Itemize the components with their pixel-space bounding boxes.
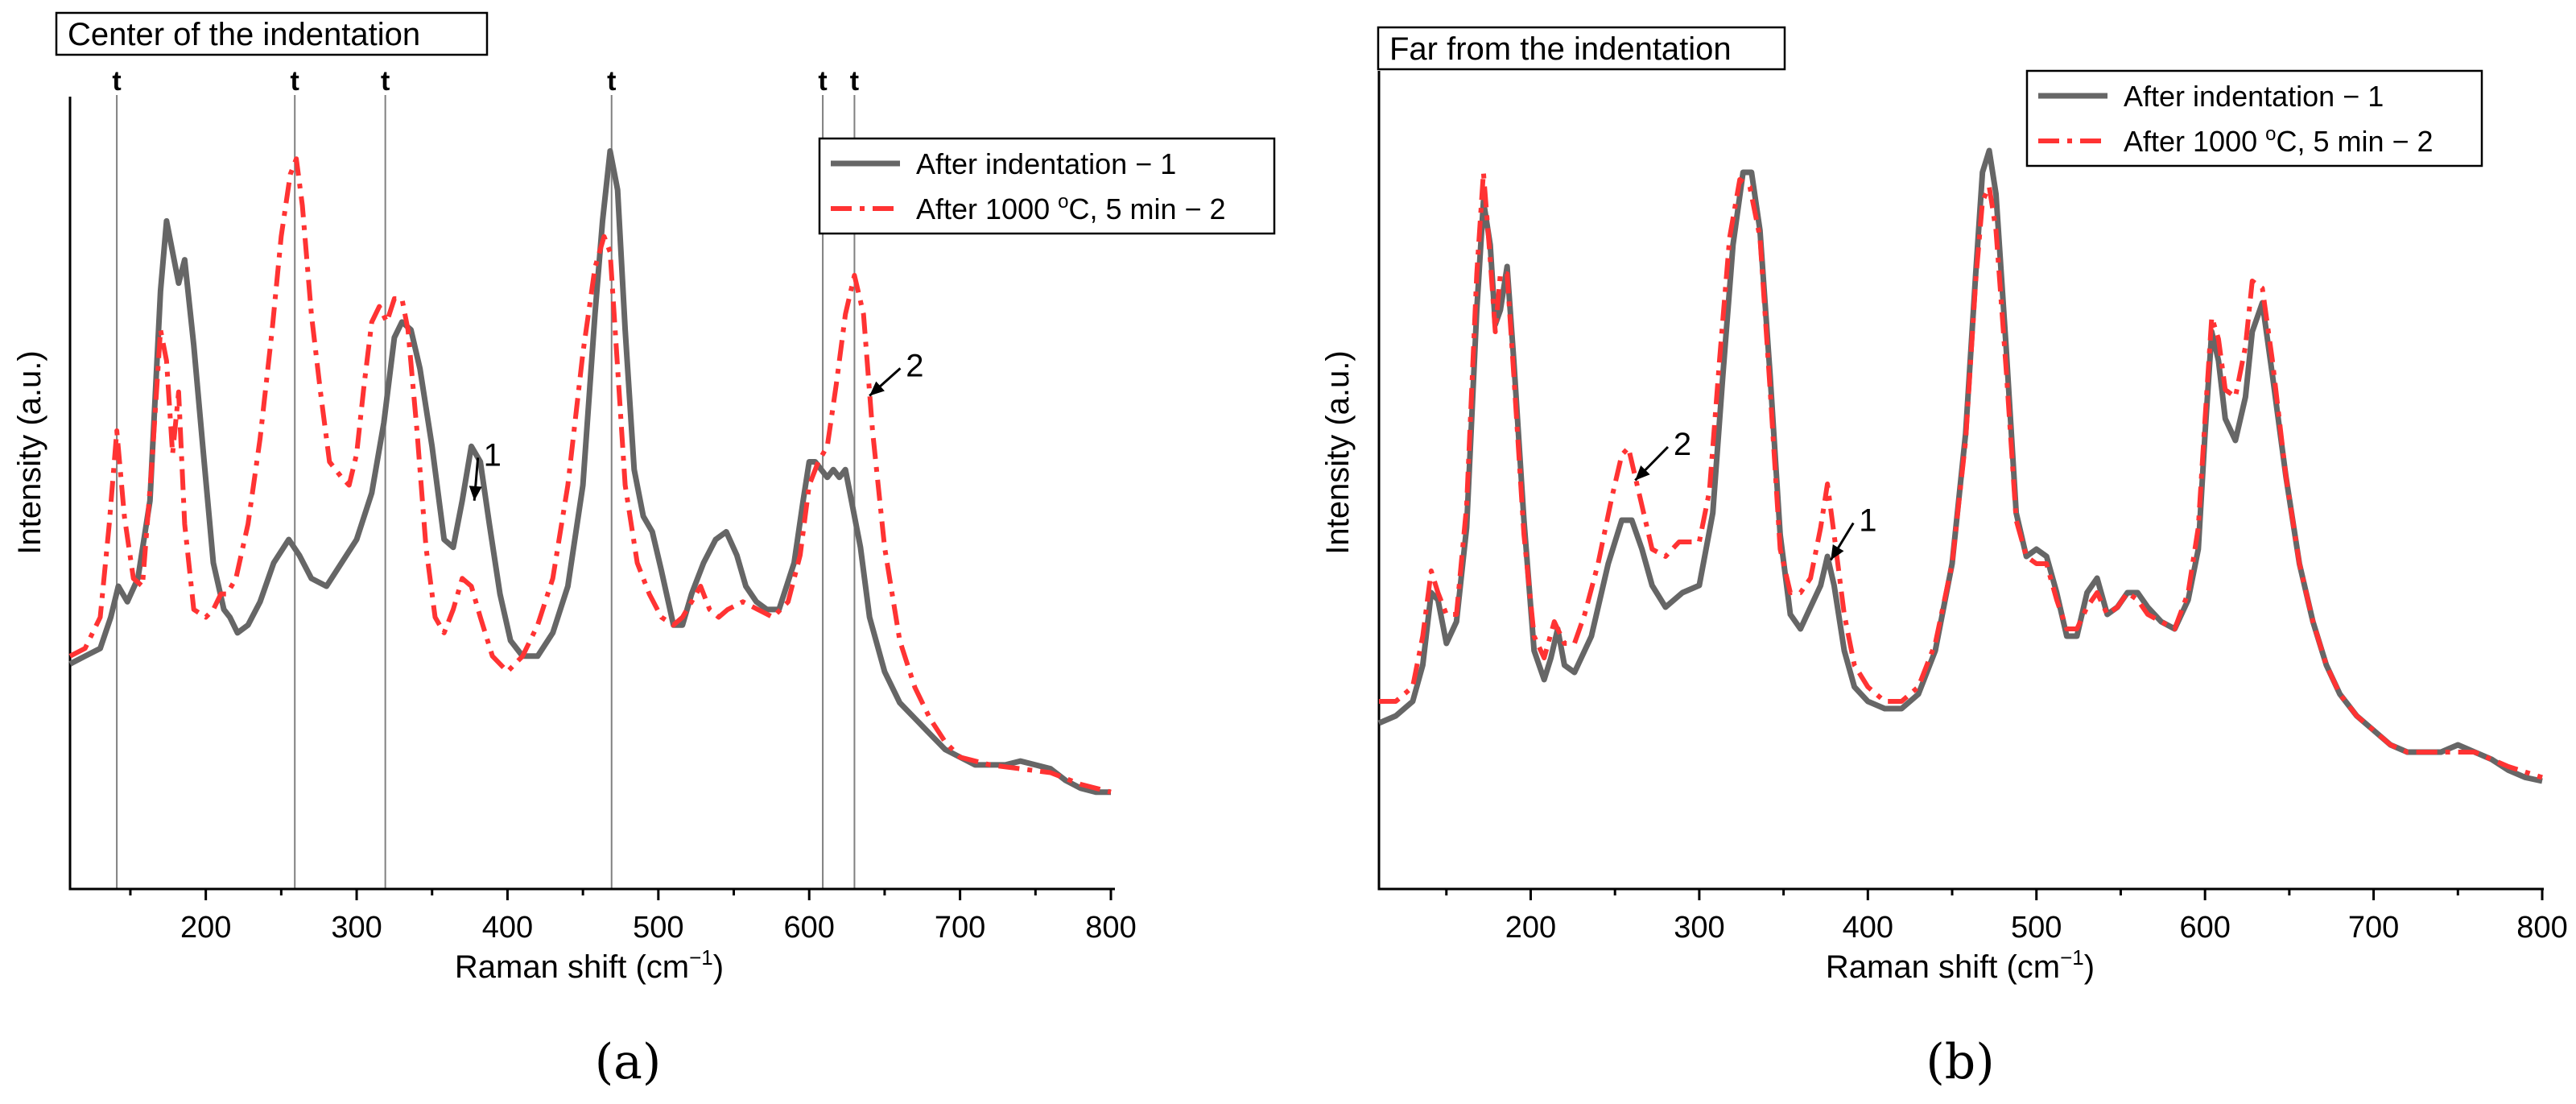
panel-b-legend-label-2-sup: o bbox=[2265, 123, 2276, 145]
panel-b-annotation-1: 1 bbox=[1859, 503, 1876, 539]
panel-b-title-frame bbox=[1377, 26, 1786, 71]
panel-b-y-title: Intensity (a.u.) bbox=[1320, 350, 1356, 554]
panel-b-x-title-main: Raman shift (cm bbox=[1826, 949, 2060, 985]
panel-a-x-title-sup: −1 bbox=[689, 945, 713, 970]
panel-a-legend-label-1: After indentation − 1 bbox=[916, 147, 1176, 180]
panel-a-ref-label-1: t bbox=[291, 66, 299, 97]
panel-a-ref-label-4: t bbox=[818, 66, 827, 97]
panel-a-x-tick-label-1: 300 bbox=[331, 911, 382, 945]
panel-a-annotation-1: 1 bbox=[484, 437, 502, 473]
panel-b: Far from the indentation 200 300 400 500 600… bbox=[1320, 26, 2568, 1090]
panel-a-legend-frame bbox=[818, 137, 1276, 235]
panel-a-annotation-arrowhead-1 bbox=[469, 486, 482, 501]
panel-a-x-title: Raman shift (cm−1) bbox=[455, 945, 724, 985]
panel-a-annotations: 12 bbox=[469, 348, 924, 501]
panel-b-x-tick-label-1: 300 bbox=[1674, 911, 1724, 945]
panel-a-ref-label-2: t bbox=[381, 66, 390, 97]
panel-a-legend-label-2-post: C, 5 min − 2 bbox=[1068, 192, 1225, 225]
panel-b-x-tick-label-5: 700 bbox=[2348, 911, 2399, 945]
panel-a-y-title: Intensity (a.u.) bbox=[12, 350, 47, 554]
panel-b-x-tick-label-3: 500 bbox=[2011, 911, 2062, 945]
panel-a-ref-label-3: t bbox=[607, 66, 616, 97]
panel-b-annotation-arrowhead-1 bbox=[1831, 544, 1844, 560]
panel-b-x-tick-label-0: 200 bbox=[1505, 911, 1556, 945]
panel-a-legend-label-2-pre: After 1000 bbox=[916, 192, 1058, 225]
panel-a-series-after-indentation bbox=[68, 148, 1111, 796]
panel-b-legend-label-2: After 1000 oC, 5 min − 2 bbox=[2124, 123, 2434, 158]
panel-a-title: Center of the indentation bbox=[68, 17, 420, 52]
panel-b-x-tick-label-2: 400 bbox=[1843, 911, 1893, 945]
panel-b-x-tick-label-4: 600 bbox=[2179, 911, 2230, 945]
panel-b-annotation-arrowhead-2 bbox=[1635, 465, 1650, 481]
panel-b-x-tick-label-6: 800 bbox=[2516, 911, 2567, 945]
panel-a-x-tick-label-5: 700 bbox=[935, 911, 985, 945]
panel-b-x-title: Raman shift (cm−1) bbox=[1826, 945, 2095, 985]
panel-b-x-ticks: 200 300 400 500 600 700 800 bbox=[1445, 889, 2568, 945]
panel-a-x-ticks: 200 300 400 500 600 700 800 bbox=[129, 889, 1137, 945]
panel-a-label: (a) bbox=[595, 1034, 662, 1090]
panel-b-annotations: 21 bbox=[1634, 427, 1876, 561]
panel-b-label: (b) bbox=[1926, 1034, 1994, 1090]
panel-a-annotation-arrowhead-2 bbox=[869, 381, 885, 396]
panel-a-ref-label-0: t bbox=[112, 66, 121, 97]
panel-a-x-tick-label-4: 600 bbox=[784, 911, 835, 945]
panel-b-legend-label-2-pre: After 1000 bbox=[2124, 125, 2265, 158]
panel-a-legend-label-2: After 1000 oC, 5 min − 2 bbox=[916, 191, 1226, 225]
panel-a-series-after-1000c bbox=[68, 156, 1112, 795]
panel-a-legend: After indentation − 1 After 1000 oC, 5 m… bbox=[818, 137, 1276, 235]
panel-a-ref-label-5: t bbox=[850, 66, 859, 97]
panel-a-x-tick-label-0: 200 bbox=[180, 911, 231, 945]
panel-b-x-title-sup: −1 bbox=[2060, 945, 2084, 970]
panel-b-legend-frame bbox=[2025, 69, 2483, 167]
panel-b-series-after-1000c bbox=[1379, 170, 2543, 780]
panel-a-x-title-end: ) bbox=[713, 949, 724, 985]
panel-a-x-tick-label-6: 800 bbox=[1085, 911, 1136, 945]
panel-a-x-title-main: Raman shift (cm bbox=[455, 949, 689, 985]
panel-a-legend-label-2-sup: o bbox=[1058, 191, 1068, 213]
panel-b-legend-label-1: After indentation − 1 bbox=[2124, 80, 2384, 113]
panel-a-x-tick-label-3: 500 bbox=[633, 911, 683, 945]
panel-b-legend: After indentation − 1 After 1000 oC, 5 m… bbox=[2025, 69, 2483, 167]
panel-a-x-tick-label-2: 400 bbox=[482, 911, 533, 945]
panel-b-annotation-2: 2 bbox=[1674, 427, 1691, 462]
panel-a-annotation-2: 2 bbox=[906, 348, 923, 383]
panel-b-series-after-indentation bbox=[1377, 147, 2543, 784]
panel-b-x-title-end: ) bbox=[2084, 949, 2095, 985]
panel-a-title-frame bbox=[55, 11, 489, 56]
panel-b-title: Far from the indentation bbox=[1389, 31, 1732, 67]
panel-b-legend-label-2-post: C, 5 min − 2 bbox=[2276, 125, 2433, 158]
